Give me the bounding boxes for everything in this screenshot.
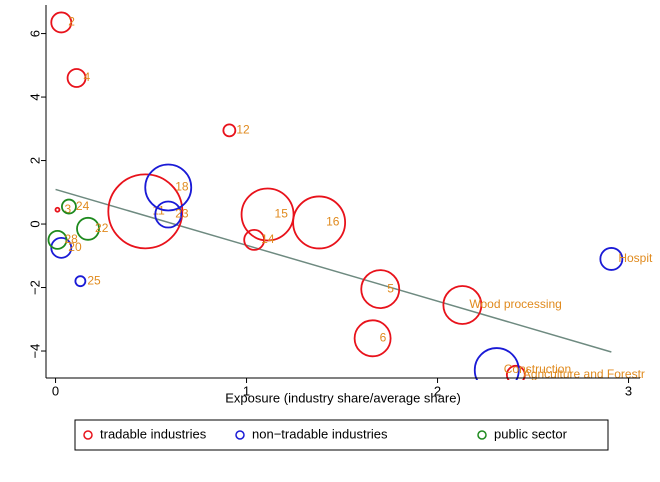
- bubble: [74, 275, 87, 288]
- legend-marker: [477, 430, 487, 440]
- bubble: [292, 195, 347, 250]
- bubble: [442, 285, 483, 325]
- bubble: [222, 123, 237, 138]
- bubble: [107, 173, 184, 250]
- y-tick-label: 0: [27, 220, 42, 227]
- point-label: 22: [95, 221, 109, 235]
- bubble: [144, 163, 193, 212]
- legend-items: tradable industries non−tradable industri…: [83, 426, 568, 441]
- point-label: 23: [175, 207, 189, 221]
- point-label: 28: [64, 232, 78, 246]
- point-label: 4: [84, 70, 91, 84]
- y-tick-label: 6: [27, 30, 42, 37]
- legend-label: public sector: [494, 426, 568, 441]
- point-label: 25: [87, 273, 101, 287]
- point-label: 15: [275, 207, 289, 221]
- legend-label: tradable industries: [100, 426, 207, 441]
- bubble: [76, 216, 100, 241]
- point-label: 24: [76, 199, 90, 213]
- point-label: 20: [68, 240, 82, 254]
- y-tick-label: 4: [27, 93, 42, 100]
- y-tick-label: 2: [27, 157, 42, 164]
- point-label: Hospit: [618, 251, 653, 265]
- legend: [74, 419, 609, 451]
- point-label: 18: [175, 180, 189, 194]
- point-label: Construction: [504, 362, 571, 376]
- point-label: 6: [380, 330, 387, 344]
- x-tick-label: 0: [52, 383, 59, 398]
- point-label: 12: [236, 123, 250, 137]
- legend-marker: [83, 430, 93, 440]
- point-label: 14: [261, 232, 275, 246]
- bubble: [61, 198, 77, 215]
- bubble: [473, 347, 520, 380]
- bubble: [66, 68, 87, 88]
- bubble: [47, 230, 68, 250]
- bubble: [154, 200, 183, 229]
- point-label: 2: [68, 15, 75, 29]
- bubble: [50, 11, 73, 34]
- bubble: [50, 236, 73, 259]
- x-tick-label: 1: [243, 383, 250, 398]
- x-axis-label: Exposure (industry share/average share): [225, 390, 461, 405]
- fit-line: [55, 188, 612, 353]
- x-tick-label: 3: [625, 383, 632, 398]
- bubble: [353, 319, 392, 358]
- x-tick-label: 2: [434, 383, 441, 398]
- bubble: [505, 364, 526, 380]
- bubble: [599, 247, 624, 271]
- point-label: Wood processing: [469, 297, 562, 311]
- bubble: [54, 206, 61, 213]
- point-label: Agriculture and Forestr: [523, 367, 645, 381]
- y-tick-label: −2: [27, 280, 42, 295]
- bubble: [243, 229, 266, 251]
- legend-label: non−tradable industries: [252, 426, 388, 441]
- point-label: 3: [64, 202, 71, 216]
- y-tick-label: −4: [27, 344, 42, 359]
- bubble: [360, 269, 401, 310]
- legend-marker: [235, 430, 245, 440]
- point-label: 5: [387, 281, 394, 295]
- point-label: 16: [326, 215, 340, 229]
